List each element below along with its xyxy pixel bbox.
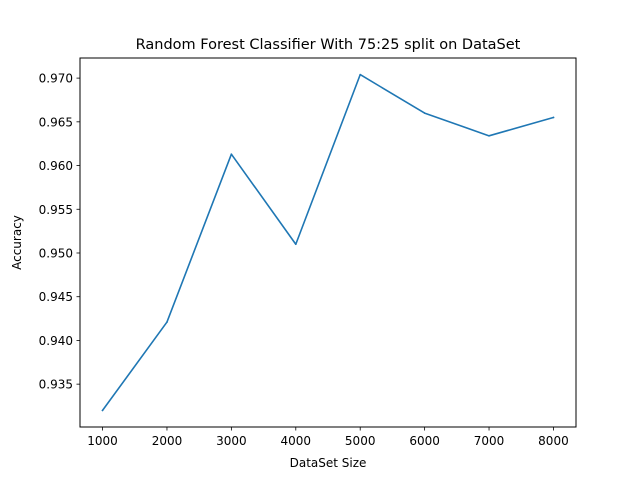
data-point <box>359 73 362 76</box>
data-point <box>552 116 555 119</box>
y-axis-label: Accuracy <box>10 215 24 270</box>
chart-title: Random Forest Classifier With 75:25 spli… <box>136 37 521 53</box>
series-layer <box>101 73 555 412</box>
x-tick-label: 5000 <box>345 434 376 448</box>
y-tick-label: 0.945 <box>39 290 73 304</box>
plot-area-frame <box>79 57 577 428</box>
y-tick-label: 0.950 <box>39 246 73 260</box>
data-point <box>294 243 297 246</box>
y-tick-label: 0.965 <box>39 115 73 129</box>
y-tick-label: 0.940 <box>39 334 73 348</box>
y-tick-label: 0.960 <box>39 159 73 173</box>
x-tick-label: 6000 <box>409 434 440 448</box>
y-tick-label: 0.935 <box>39 378 73 392</box>
x-tick-label: 7000 <box>474 434 505 448</box>
x-tick-label: 1000 <box>87 434 118 448</box>
x-tick-label: 2000 <box>152 434 183 448</box>
y-axis-ticks: 0.935 0.940 0.945 0.950 0.955 0.960 0.965 0.970 <box>39 72 80 392</box>
x-axis-label: DataSet Size <box>290 456 367 470</box>
x-tick-label: 8000 <box>538 434 569 448</box>
series-line <box>101 73 555 412</box>
x-axis-ticks: 1000 2000 3000 4000 5000 6000 7000 8000 <box>87 427 569 448</box>
data-point <box>488 135 490 137</box>
x-tick-label: 4000 <box>281 434 312 448</box>
x-tick-label: 3000 <box>216 434 247 448</box>
data-point <box>423 112 426 114</box>
data-point <box>166 321 168 323</box>
data-point <box>230 153 233 155</box>
y-tick-label: 0.970 <box>39 72 73 86</box>
y-tick-label: 0.955 <box>39 203 73 217</box>
data-point <box>101 409 104 412</box>
